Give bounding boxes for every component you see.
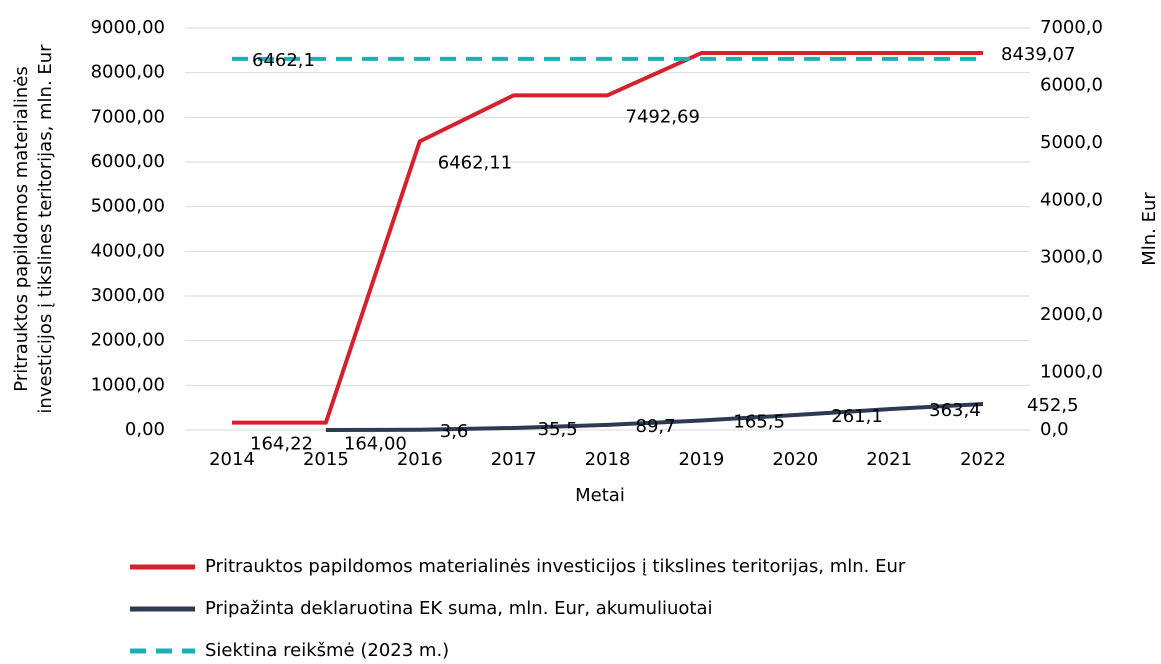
y2-tick-label: 2000,0 <box>1040 304 1103 325</box>
y2-tick-label: 7000,0 <box>1040 17 1103 38</box>
legend-label: Pripažinta deklaruotina EK suma, mln. Eu… <box>205 598 713 619</box>
data-label: 3,6 <box>440 421 469 442</box>
x-tick-label: 2020 <box>772 449 818 470</box>
y-tick-label: 5000,00 <box>91 196 165 217</box>
data-label: 6462,11 <box>438 152 512 173</box>
x-tick-label: 2014 <box>209 449 255 470</box>
data-label: 164,00 <box>344 434 407 455</box>
data-label: 164,22 <box>250 434 313 455</box>
y-tick-label: 0,00 <box>125 419 165 440</box>
y-tick-label: 9000,00 <box>91 17 165 38</box>
y-axis-title: Pritrauktos papildomos materialinės <box>11 66 32 391</box>
data-label: 165,5 <box>733 411 785 432</box>
y-tick-label: 4000,00 <box>91 240 165 261</box>
data-label: 7492,69 <box>626 106 700 127</box>
y-tick-label: 8000,00 <box>91 62 165 83</box>
y2-tick-label: 0,0 <box>1040 419 1069 440</box>
data-label: 35,5 <box>538 419 578 440</box>
data-label: 363,4 <box>929 400 981 421</box>
legend-label: Siektina reikšmė (2023 m.) <box>205 640 449 661</box>
data-label: 261,1 <box>831 406 883 427</box>
series-line <box>231 51 983 425</box>
x-axis-title: Metai <box>575 485 625 506</box>
x-tick-label: 2019 <box>678 449 724 470</box>
y2-tick-label: 4000,0 <box>1040 189 1103 210</box>
y2-axis-title: Mln. Eur <box>1139 192 1160 266</box>
y-axis-title: investicijos į tikslines teritorijas, ml… <box>35 44 56 414</box>
y2-tick-label: 5000,0 <box>1040 132 1103 153</box>
data-label: 89,7 <box>636 416 676 437</box>
y2-tick-label: 6000,0 <box>1040 74 1103 95</box>
data-label: 8439,07 <box>1001 44 1075 65</box>
series-line <box>325 402 984 432</box>
x-tick-label: 2016 <box>397 449 443 470</box>
y-tick-label: 1000,00 <box>91 374 165 395</box>
x-tick-label: 2015 <box>303 449 349 470</box>
y-tick-label: 6000,00 <box>91 151 165 172</box>
x-tick-label: 2017 <box>491 449 537 470</box>
x-tick-label: 2022 <box>960 449 1006 470</box>
x-tick-label: 2021 <box>866 449 912 470</box>
y-tick-label: 3000,00 <box>91 285 165 306</box>
y2-tick-label: 1000,0 <box>1040 362 1103 383</box>
data-label: 6462,1 <box>252 50 315 71</box>
legend-label: Pritrauktos papildomos materialinės inve… <box>205 556 906 577</box>
x-tick-label: 2018 <box>585 449 631 470</box>
y-tick-label: 7000,00 <box>91 106 165 127</box>
y2-tick-label: 3000,0 <box>1040 247 1103 268</box>
data-label: 452,5 <box>1027 395 1079 416</box>
y-tick-label: 2000,00 <box>91 330 165 351</box>
